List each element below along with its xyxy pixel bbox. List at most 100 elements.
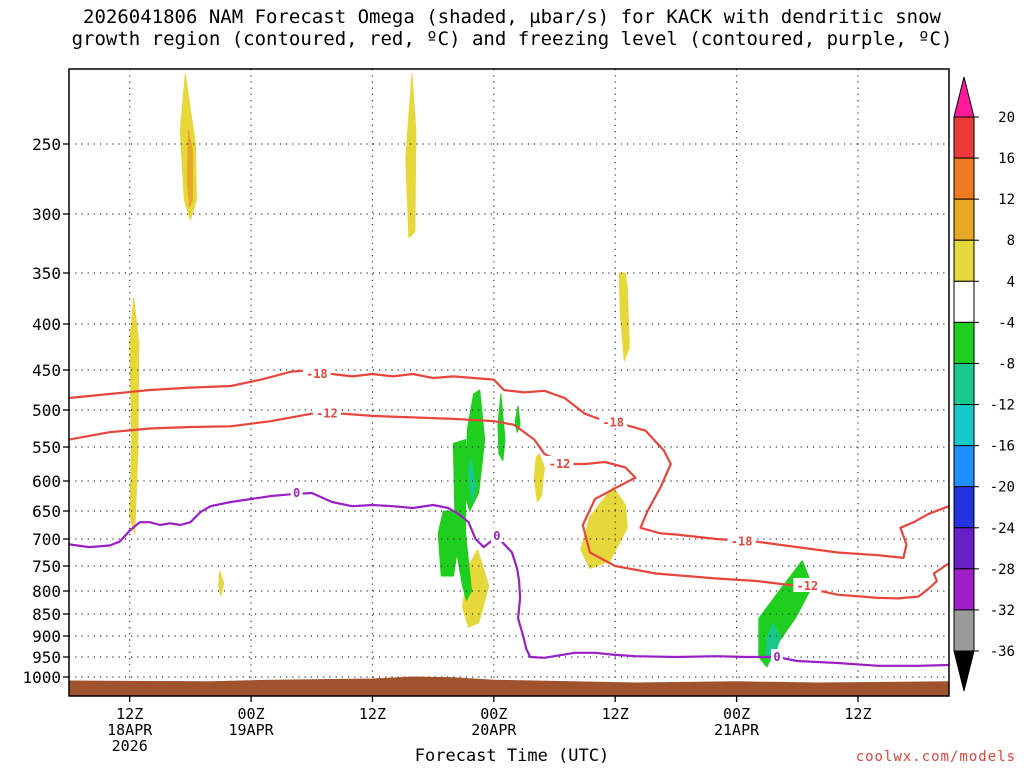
contour-label-bg-freezing_level_0-1: [490, 528, 503, 543]
colorbar-segment-11: [953, 568, 975, 611]
colorbar-segment-12: [953, 609, 975, 652]
ytick-label-600: 600: [32, 472, 61, 491]
colorbar-segment-7: [953, 404, 975, 447]
colorbar-segment-4: [953, 280, 975, 323]
colorbar-label-4: 4: [1007, 274, 1015, 290]
colorbar-label-1: 16: [998, 151, 1015, 167]
omega-region-4: [618, 272, 630, 362]
omega-region-12: [497, 393, 506, 462]
xtick-label-12-0: 12Z: [116, 705, 143, 723]
colorbar-segment-9: [953, 486, 975, 529]
colorbar-label-6: -8: [998, 356, 1015, 372]
contour-freezing_level_0: [69, 491, 949, 667]
colorbar: 20 16 12 8 4 -4 -8 -12 -16 -20 -24 -28 -32 -36: [953, 76, 1015, 692]
contour-label-dgz_minus12-0: -12: [316, 407, 338, 421]
colorbar-label-5: -4: [998, 315, 1015, 331]
colorbar-label-10: -24: [990, 521, 1015, 537]
xtick-label-36-0: 12Z: [359, 705, 386, 723]
contour-label-dgz_minus18-0: -18: [306, 367, 328, 381]
credit-text: coolwx.com/models: [855, 749, 1016, 765]
contour-label-bg-dgz_minus12-1: [545, 456, 574, 470]
omega-region-6: [580, 486, 628, 569]
omega-region-1: [186, 129, 193, 208]
omega-region-10: [452, 439, 473, 601]
ytick-label-500: 500: [32, 401, 61, 420]
contour-dgz_minus12: [69, 412, 949, 600]
ytick-label-350: 350: [32, 264, 61, 283]
ytick-label-300: 300: [32, 205, 61, 224]
omega-region-5: [533, 453, 545, 503]
terrain: [69, 676, 949, 696]
xtick-label-24-1: 19APR: [228, 721, 274, 739]
contour-label-freezing_level_0-0: 0: [293, 486, 300, 500]
contour-label-freezing_level_0-2: 0: [773, 650, 780, 664]
colorbar-segment-5: [953, 321, 975, 364]
colorbar-label-13: -36: [990, 644, 1015, 660]
ytick-label-900: 900: [32, 627, 61, 646]
colorbar-label-2: 12: [998, 192, 1015, 208]
gridlines: [69, 69, 949, 696]
xtick-label-12-2: 2026: [112, 737, 148, 755]
omega-region-11: [437, 510, 458, 577]
contour-label-freezing_level_0-1: 0: [493, 529, 500, 543]
omega-region-16: [765, 622, 781, 662]
contour-label-bg-freezing_level_0-2: [771, 649, 784, 663]
xtick-label-60-0: 12Z: [602, 705, 629, 723]
xtick-label-48-0: 00Z: [480, 705, 507, 723]
ytick-label-950: 950: [32, 648, 61, 667]
contour-label-bg-freezing_level_0-0: [290, 485, 303, 499]
colorbar-label-9: -20: [990, 480, 1015, 496]
ytick-label-1000: 1000: [22, 668, 61, 687]
contour-label-dgz_minus12-1: -12: [549, 457, 571, 471]
colorbar-segment-0: [953, 116, 975, 159]
ytick-label-650: 650: [32, 502, 61, 521]
colorbar-bottom-arrow: [953, 650, 975, 692]
omega-region-2: [405, 73, 417, 239]
plot-frame: [68, 68, 950, 697]
contour-label-dgz_minus18-1: -18: [602, 416, 624, 430]
colorbar-segment-10: [953, 527, 975, 570]
colorbar-segment-6: [953, 362, 975, 406]
terrain-fill: [69, 676, 949, 696]
colorbar-segment-8: [953, 445, 975, 488]
title-line-1: 2026041806 NAM Forecast Omega (shaded, µ…: [83, 6, 941, 28]
colorbar-top-arrow: [953, 76, 975, 118]
colorbar-segment-1: [953, 157, 975, 200]
ytick-label-450: 450: [32, 361, 61, 380]
ytick-label-550: 550: [32, 438, 61, 457]
x-axis-label: Forecast Time (UTC): [414, 746, 610, 766]
xtick-label-84-0: 12Z: [844, 705, 871, 723]
omega-region-8: [218, 570, 225, 597]
colorbar-label-12: -32: [990, 603, 1015, 619]
colorbar-label-0: 20: [998, 110, 1015, 126]
contour-dgz_minus18: [69, 368, 949, 559]
y-axis: 250 300 350 400 450 500 550 600 650 700 750 800 850 9…: [22, 135, 69, 687]
title-line-2: growth region (contoured, red, ºC) and f…: [71, 28, 953, 50]
contour-label-bg-dgz_minus12-0: [312, 405, 341, 420]
colorbar-label-7: -12: [990, 398, 1015, 414]
contour-label-bg-dgz_minus18-2: [727, 533, 756, 548]
contour-label-bg-dgz_minus12-2: [793, 578, 822, 592]
contour-label-bg-dgz_minus18-1: [599, 414, 628, 429]
omega-region-3: [129, 298, 140, 534]
colorbar-segment-2: [953, 198, 975, 241]
xtick-label-24-0: 00Z: [238, 705, 265, 723]
ytick-label-700: 700: [32, 530, 61, 549]
xtick-label-48-1: 20APR: [471, 721, 517, 739]
ytick-label-750: 750: [32, 557, 61, 576]
xtick-label-72-1: 21APR: [714, 721, 760, 739]
xtick-label-12-1: 18APR: [107, 721, 153, 739]
ytick-label-800: 800: [32, 582, 61, 601]
contour-label-dgz_minus12-2: -12: [797, 579, 819, 593]
ytick-label-400: 400: [32, 315, 61, 334]
contours: -18 -18 -18 -12 -12 -12 0 0 0: [69, 366, 949, 667]
xtick-label-72-0: 00Z: [723, 705, 750, 723]
ytick-label-250: 250: [32, 135, 61, 154]
omega-region-9: [464, 389, 486, 512]
ytick-label-850: 850: [32, 605, 61, 624]
contour-label-bg-dgz_minus18-0: [302, 366, 331, 380]
colorbar-label-8: -16: [990, 439, 1015, 455]
omega-shading: [129, 73, 813, 668]
